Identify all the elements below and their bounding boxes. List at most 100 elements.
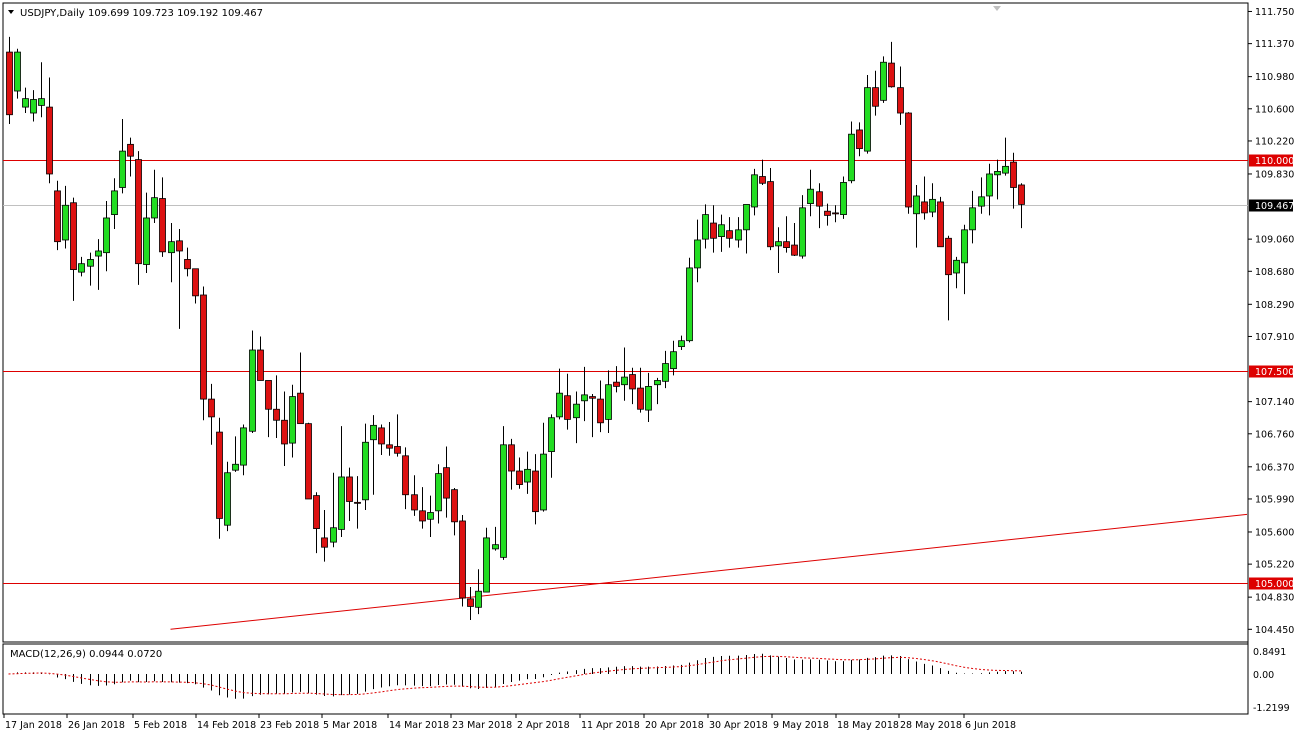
- candle: [597, 380, 604, 433]
- dropdown-arrow-icon[interactable]: [8, 10, 14, 14]
- bear-candle-body: [402, 455, 409, 496]
- trend-line[interactable]: [170, 513, 1248, 630]
- bull-candle-body: [22, 98, 29, 108]
- date-tick-label: 2 Apr 2018: [517, 720, 570, 731]
- date-tick-label: 9 May 2018: [773, 720, 829, 731]
- candle: [799, 195, 806, 259]
- date-tick-label: 14 Feb 2018: [197, 720, 256, 731]
- candle: [249, 330, 256, 433]
- bull-candle-body: [864, 87, 871, 152]
- candle: [354, 476, 361, 529]
- candle: [1010, 152, 1017, 209]
- candle: [978, 177, 985, 214]
- macd-axis-zero: 0.00: [1253, 670, 1274, 681]
- bear-candle-body: [905, 112, 912, 208]
- candle: [451, 487, 458, 536]
- bull-candle-body: [38, 98, 45, 106]
- bear-candle-body: [872, 87, 879, 107]
- bear-candle-body: [508, 444, 515, 472]
- candle: [419, 487, 426, 529]
- bull-candle-body: [799, 207, 806, 257]
- candle: [718, 214, 725, 252]
- candle: [467, 586, 474, 620]
- candle: [386, 421, 393, 456]
- candle: [103, 201, 110, 272]
- candle: [654, 377, 661, 405]
- bull-candle-body: [953, 259, 960, 274]
- candle: [305, 422, 312, 500]
- bull-candle-body: [95, 250, 102, 257]
- bear-candle-body: [824, 210, 831, 216]
- candle: [864, 74, 871, 154]
- candle: [54, 180, 61, 251]
- bear-candle-body: [419, 510, 426, 522]
- candle: [872, 70, 879, 116]
- bull-candle-body: [103, 217, 110, 254]
- bear-candle-body: [184, 259, 191, 270]
- bull-candle-body: [775, 241, 782, 247]
- bear-candle-body: [459, 520, 466, 599]
- bear-candle-body: [767, 181, 774, 248]
- candle: [856, 122, 863, 157]
- bear-candle-body: [759, 176, 766, 184]
- candle: [38, 62, 45, 118]
- macd-axis-top: 0.8491: [1253, 647, 1286, 658]
- macd-label: MACD(12,26,9) 0.0944 0.0720: [10, 649, 162, 660]
- bull-candle-body: [961, 229, 968, 264]
- candle: [168, 223, 175, 283]
- bear-candle-body: [135, 159, 142, 265]
- candle: [62, 185, 69, 249]
- level-tag-label: 110.000: [1255, 156, 1294, 167]
- price-tick-label: 109.830: [1255, 169, 1294, 180]
- bear-candle-body: [921, 201, 928, 214]
- candle: [807, 169, 814, 217]
- bull-candle-body: [913, 195, 920, 215]
- candle: [726, 217, 733, 248]
- date-tick-label: 5 Feb 2018: [134, 720, 187, 731]
- level-tag: [1249, 365, 1293, 378]
- candle: [362, 423, 369, 510]
- bear-candle-body: [378, 427, 385, 445]
- bear-candle-body: [1010, 161, 1017, 188]
- bull-candle-body: [702, 214, 709, 240]
- shift-marker-icon[interactable]: [993, 6, 1001, 11]
- candle: [783, 216, 790, 253]
- bull-candle-body: [78, 263, 85, 273]
- bull-candle-body: [483, 537, 490, 593]
- candle: [556, 368, 563, 420]
- candle: [500, 426, 507, 560]
- price-tick-label: 111.750: [1255, 7, 1294, 18]
- bear-candle-body: [816, 191, 823, 207]
- macd-axis-bottom: -1.2199: [1253, 703, 1290, 714]
- bear-candle-body: [200, 294, 207, 400]
- candle: [564, 373, 571, 430]
- candle: [338, 426, 345, 538]
- bull-candle-body: [605, 384, 612, 420]
- candle: [710, 205, 717, 253]
- candle: [694, 219, 701, 283]
- bull-candle-body: [670, 351, 677, 370]
- candle: [816, 183, 823, 229]
- bear-candle-body: [394, 446, 401, 454]
- bull-candle-body: [62, 204, 69, 241]
- candle: [330, 472, 337, 548]
- candle: [459, 515, 466, 607]
- candle: [945, 235, 952, 321]
- candle: [492, 526, 499, 551]
- bull-candle-body: [492, 544, 499, 550]
- bear-candle-body: [265, 380, 272, 410]
- candle: [346, 467, 353, 521]
- candle: [573, 391, 580, 444]
- bear-candle-body: [532, 470, 539, 513]
- candle: [265, 380, 272, 438]
- candle: [605, 370, 612, 433]
- bear-candle-body: [791, 244, 798, 256]
- price-tick-label: 107.910: [1255, 332, 1294, 343]
- candle: [46, 77, 53, 184]
- bear-candle-body: [281, 419, 288, 445]
- bear-candle-body: [451, 489, 458, 523]
- candle: [151, 169, 158, 224]
- bear-candle-body: [597, 398, 604, 424]
- date-tick-label: 5 Mar 2018: [323, 720, 377, 731]
- bear-candle-body: [346, 476, 353, 502]
